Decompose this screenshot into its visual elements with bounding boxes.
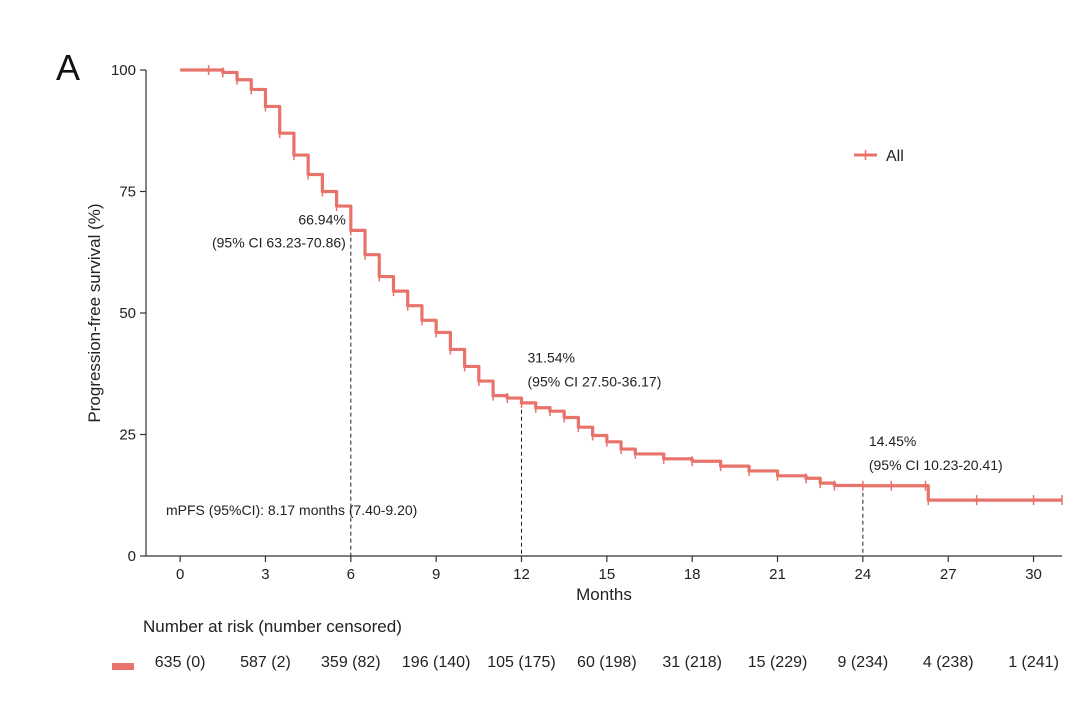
survival-curve xyxy=(180,65,1063,506)
annotation-ci: (95% CI 63.23-70.86) xyxy=(212,235,346,251)
risk-table-cell: 9 (234) xyxy=(837,654,889,671)
x-tick-label: 9 xyxy=(432,566,440,583)
kaplan-meier-chart: A 0 25 50 75 100 0 3 6 9 12 15 18 21 24 27 30 66.94% (95… xyxy=(56,47,1063,604)
risk-table-cell: 31 (218) xyxy=(662,654,722,671)
x-tick-label: 30 xyxy=(1025,566,1042,583)
risk-table-swatch xyxy=(112,663,134,670)
x-tick-label: 15 xyxy=(599,566,616,583)
risk-table-cell: 587 (2) xyxy=(240,654,291,671)
y-tick-label: 50 xyxy=(119,305,136,322)
x-tick-label: 12 xyxy=(513,566,530,583)
y-tick-label: 0 xyxy=(128,548,136,565)
risk-table-cell: 635 (0) xyxy=(154,654,206,671)
x-axis-title: Months xyxy=(576,585,632,604)
axes: 0 25 50 75 100 0 3 6 9 12 15 18 21 24 27 30 xyxy=(111,62,1062,583)
y-tick-label: 75 xyxy=(119,184,136,201)
y-tick-label: 25 xyxy=(119,427,136,444)
risk-table-cell: 105 (175) xyxy=(487,654,556,671)
series-line-all xyxy=(180,68,1062,502)
risk-table-cell: 15 (229) xyxy=(747,654,808,671)
annotation-value: 14.45% xyxy=(869,433,916,449)
median-pfs-text: mPFS (95%CI): 8.17 months (7.40-9.20) xyxy=(166,502,417,518)
risk-table-title: Number at risk (number censored) xyxy=(143,617,402,636)
legend-label-all: All xyxy=(886,148,904,165)
risk-table-cell: 60 (198) xyxy=(577,654,637,671)
annotation-value: 66.94% xyxy=(298,212,345,228)
y-axis-title: Progression-free survival (%) xyxy=(85,203,104,422)
panel-label: A xyxy=(56,47,80,88)
annotation-value: 31.54% xyxy=(528,350,575,366)
risk-table-cell: 1 (241) xyxy=(1008,654,1059,671)
legend: All xyxy=(854,148,904,165)
y-tick-label: 100 xyxy=(111,62,136,79)
risk-table-cell: 4 (238) xyxy=(922,654,974,671)
x-tick-label: 21 xyxy=(769,566,786,583)
x-tick-label: 3 xyxy=(261,566,269,583)
x-tick-label: 24 xyxy=(855,566,872,583)
annotation-ci: (95% CI 27.50-36.17) xyxy=(528,374,662,390)
annotations: 66.94% (95% CI 63.23-70.86) 31.54% (95% CI … xyxy=(212,212,1003,473)
x-tick-label: 0 xyxy=(176,566,184,583)
reference-lines xyxy=(350,230,864,556)
x-tick-label: 6 xyxy=(347,566,355,583)
x-tick-label: 18 xyxy=(684,566,701,583)
annotation-ci: (95% CI 10.23-20.41) xyxy=(869,457,1003,473)
x-tick-label: 27 xyxy=(940,566,957,583)
risk-table-cell: 359 (82) xyxy=(321,654,381,671)
risk-table-cell: 196 (140) xyxy=(401,654,471,671)
risk-table-row: 635 (0) 587 (2) 359 (82) 196 (140) 105 (175)… xyxy=(0,654,1080,678)
